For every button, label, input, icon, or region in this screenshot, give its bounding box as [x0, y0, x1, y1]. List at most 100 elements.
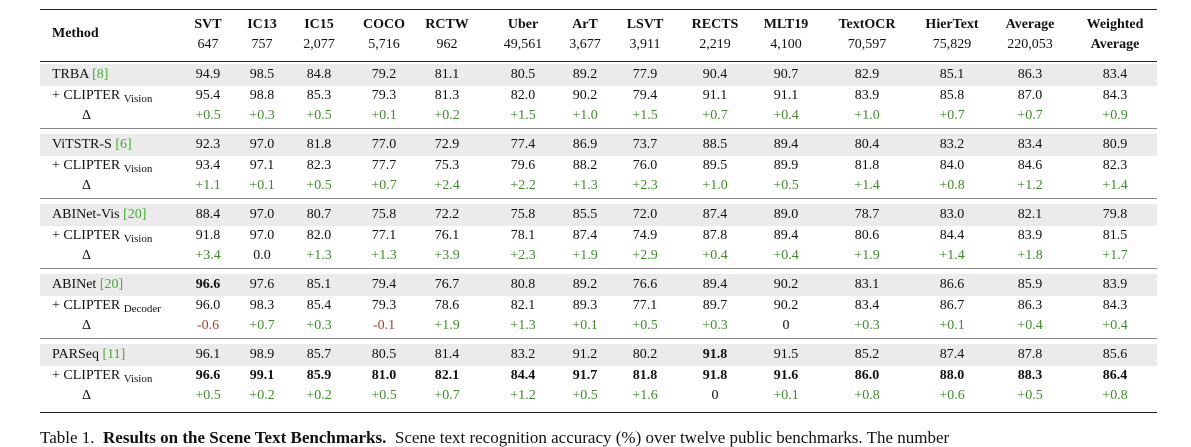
caption-text: Scene text recognition accuracy (%) over… — [394, 428, 950, 447]
value-cell: +2.3 — [510, 248, 536, 263]
column-name: IC13 — [247, 17, 277, 32]
value-cell: +1.7 — [1102, 248, 1128, 263]
value-cell: 96.0 — [195, 297, 221, 313]
caption-title: Results on the Scene Text Benchmarks. — [103, 428, 387, 447]
value-cell: +1.0 — [572, 108, 598, 123]
value-cell: +0.5 — [371, 388, 397, 403]
value-cell: 98.8 — [249, 87, 275, 103]
value-cell: 83.0 — [939, 207, 965, 222]
value-cell: 84.8 — [306, 67, 332, 82]
value-cell: 83.9 — [1017, 227, 1043, 243]
value-cell: 80.5 — [371, 347, 397, 362]
value-cell: 85.5 — [572, 207, 598, 222]
value-cell: +1.0 — [702, 178, 728, 193]
value-cell: +0.5 — [1017, 388, 1043, 403]
value-cell: +1.4 — [939, 248, 965, 263]
method-cell: + CLIPTER Vision — [52, 88, 153, 105]
method-name: + CLIPTER — [52, 157, 121, 173]
value-cell: 83.1 — [854, 277, 880, 292]
value-cell: 86.6 — [939, 277, 965, 292]
value-cell: 91.1 — [702, 87, 728, 103]
value-cell: 94.9 — [195, 67, 221, 82]
value-cell: 85.2 — [854, 347, 880, 362]
value-cell: 90.2 — [773, 277, 799, 292]
column-name: LSVT — [626, 17, 664, 32]
value-cell: +0.5 — [632, 318, 658, 333]
value-cell: 83.2 — [510, 347, 536, 362]
value-cell: 76.6 — [632, 277, 658, 292]
column-name: SVT — [194, 17, 222, 32]
value-cell: +1.6 — [632, 388, 658, 403]
value-cell: +1.3 — [572, 178, 598, 193]
column-name: Uber — [507, 17, 539, 32]
column-count: 75,829 — [932, 37, 972, 52]
value-cell: 89.0 — [773, 207, 799, 222]
method-variant: Vision — [123, 92, 153, 105]
value-cell: 89.4 — [702, 277, 728, 292]
value-cell: 96.1 — [195, 347, 221, 362]
value-cell: +0.4 — [1017, 318, 1043, 333]
method-cell: PARSeq [11] — [52, 347, 125, 363]
value-cell: +1.4 — [1102, 178, 1128, 193]
value-cell: 89.7 — [702, 297, 728, 313]
value-cell: +2.4 — [434, 178, 460, 193]
citation: [11] — [102, 347, 126, 362]
value-cell: 79.2 — [371, 67, 397, 82]
bottom-rule — [40, 412, 1157, 413]
value-cell: +0.7 — [1017, 108, 1043, 123]
value-cell: 0 — [782, 318, 790, 333]
value-cell: +0.9 — [1102, 108, 1128, 123]
value-cell: 76.7 — [434, 277, 460, 292]
method-cell: Δ — [82, 178, 91, 194]
value-cell: 84.4 — [939, 227, 965, 243]
row-band — [40, 204, 1157, 226]
value-cell: 0.0 — [253, 248, 271, 263]
value-cell: 89.3 — [572, 297, 598, 313]
value-cell: 79.8 — [1102, 207, 1128, 222]
value-cell: +1.2 — [510, 388, 536, 403]
value-cell: +0.3 — [702, 318, 728, 333]
row-band — [40, 274, 1157, 296]
value-cell: 81.1 — [434, 67, 460, 82]
value-cell: 80.5 — [510, 67, 536, 82]
value-cell: +1.3 — [510, 318, 536, 333]
value-cell: 81.0 — [371, 367, 397, 383]
value-cell: 81.8 — [306, 137, 332, 152]
value-cell: +0.4 — [702, 248, 728, 263]
value-cell: +1.3 — [306, 248, 332, 263]
method-cell: + CLIPTER Vision — [52, 157, 152, 175]
value-cell: 85.9 — [306, 367, 332, 383]
value-cell: 97.0 — [249, 227, 275, 243]
value-cell: 98.9 — [249, 347, 275, 362]
value-cell: 85.1 — [939, 67, 965, 82]
value-cell: 75.8 — [371, 207, 397, 222]
value-cell: 97.1 — [249, 157, 275, 173]
value-cell: 87.4 — [702, 207, 728, 222]
value-cell: 85.9 — [1017, 277, 1043, 292]
value-cell: 89.2 — [572, 67, 598, 82]
value-cell: +0.7 — [249, 318, 275, 333]
value-cell: +1.9 — [572, 248, 598, 263]
value-cell: 90.4 — [702, 67, 728, 82]
value-cell: +0.2 — [249, 388, 275, 403]
value-cell: 86.3 — [1017, 297, 1043, 313]
method-name: ViTSTR-S — [52, 137, 112, 152]
value-cell: 76.1 — [434, 227, 460, 243]
value-cell: +0.3 — [306, 318, 332, 333]
value-cell: 88.4 — [195, 207, 221, 222]
value-cell: 92.3 — [195, 137, 221, 152]
method-cell: Δ — [82, 108, 91, 124]
value-cell: 80.2 — [632, 347, 658, 362]
method-name: Δ — [82, 178, 92, 193]
caption-label: Table 1. — [40, 428, 95, 447]
value-cell: 90.2 — [773, 297, 799, 313]
value-cell: 90.2 — [572, 87, 598, 103]
value-cell: +1.8 — [1017, 248, 1043, 263]
value-cell: 73.7 — [632, 137, 658, 152]
value-cell: +0.1 — [939, 318, 965, 333]
value-cell: 79.6 — [510, 157, 536, 173]
value-cell: 91.7 — [572, 367, 598, 383]
value-cell: +1.4 — [854, 178, 880, 193]
value-cell: 77.4 — [510, 137, 536, 152]
column-name: Weighted — [1086, 17, 1144, 32]
